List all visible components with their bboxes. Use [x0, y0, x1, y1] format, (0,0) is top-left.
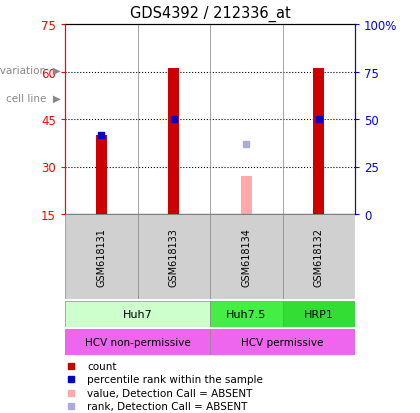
Bar: [210, 214, 283, 299]
Bar: [96, 135, 107, 214]
Bar: [65, 214, 137, 299]
Text: rank, Detection Call = ABSENT: rank, Detection Call = ABSENT: [87, 401, 248, 411]
Text: Huh7.5: Huh7.5: [226, 309, 266, 319]
Text: GSM618133: GSM618133: [169, 228, 179, 286]
Bar: [210, 301, 283, 327]
Bar: [283, 301, 355, 327]
Text: count: count: [87, 361, 117, 371]
Bar: [168, 69, 179, 214]
Bar: [241, 177, 252, 214]
Text: HCV non-permissive: HCV non-permissive: [84, 337, 190, 347]
Bar: [210, 329, 355, 355]
Text: GSM618134: GSM618134: [241, 228, 251, 286]
Text: GSM618132: GSM618132: [314, 228, 324, 286]
Bar: [65, 301, 210, 327]
Text: HCV permissive: HCV permissive: [241, 337, 324, 347]
Text: cell line  ▶: cell line ▶: [6, 94, 61, 104]
Text: GSM618131: GSM618131: [96, 228, 106, 286]
Text: value, Detection Call = ABSENT: value, Detection Call = ABSENT: [87, 388, 253, 398]
Bar: [65, 329, 210, 355]
Text: genotype/variation  ▶: genotype/variation ▶: [0, 66, 61, 76]
Title: GDS4392 / 212336_at: GDS4392 / 212336_at: [130, 6, 290, 22]
Bar: [283, 214, 355, 299]
Text: percentile rank within the sample: percentile rank within the sample: [87, 374, 263, 385]
Text: HRP1: HRP1: [304, 309, 333, 319]
Bar: [313, 69, 324, 214]
Bar: [137, 214, 210, 299]
Text: Huh7: Huh7: [123, 309, 152, 319]
